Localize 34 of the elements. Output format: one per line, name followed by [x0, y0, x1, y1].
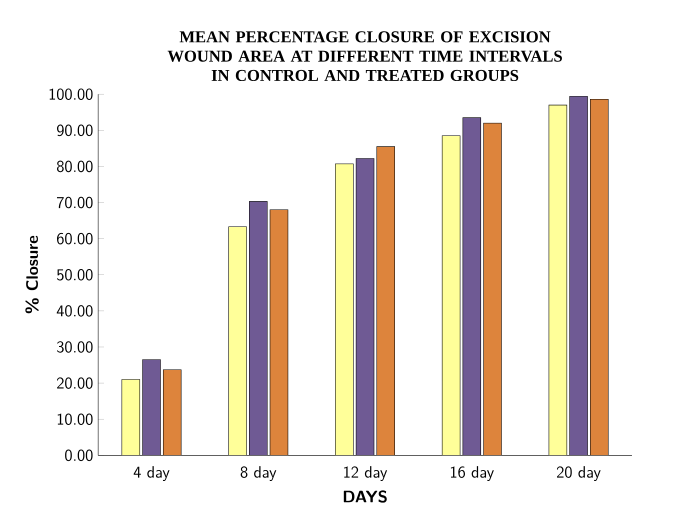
- x-tick-label: 20 day: [556, 466, 601, 481]
- y-tick-label: 90.00: [57, 124, 93, 136]
- bar: [462, 117, 482, 456]
- x-tick-label: 12 day: [344, 466, 388, 481]
- bar: [162, 369, 182, 456]
- bar: [228, 226, 247, 456]
- y-tick-label: 50.00: [56, 268, 93, 280]
- bar: [548, 104, 568, 456]
- y-tick-label: 100.00: [50, 88, 93, 100]
- x-tick-label: 8 day: [240, 466, 276, 481]
- bar: [442, 135, 460, 456]
- bar: [376, 146, 395, 456]
- y-tick-label: 10.00: [58, 413, 93, 425]
- chart-title: MEAN PERCENTAGE CLOSURE OF EXCISION WOUND AREA AT DIFFERENT TIME INTERVALS IN CONTROL AND TREATED GROUPS: [168, 31, 562, 81]
- bar: [335, 164, 354, 456]
- bar: [483, 122, 502, 456]
- bar: [590, 98, 609, 456]
- y-tick-label: 60.00: [57, 232, 93, 244]
- bar: [569, 96, 588, 456]
- y-tick-label: 40.00: [56, 305, 93, 317]
- y-tick-label: 30.00: [56, 341, 93, 353]
- bar: [249, 201, 268, 456]
- x-tick-label: 4 day: [134, 466, 170, 481]
- bar: [356, 158, 374, 456]
- y-tick-label: 20.00: [56, 377, 93, 389]
- bar: [142, 359, 161, 456]
- y-tick-label: 70.00: [56, 196, 93, 208]
- y-tick-label: 0.00: [65, 449, 93, 461]
- bar: [270, 209, 288, 456]
- y-tick-label: 80.00: [56, 160, 93, 172]
- x-axis-title: DAYS: [344, 490, 387, 503]
- x-tick-label: 16 day: [450, 466, 494, 481]
- bar: [122, 379, 140, 456]
- y-axis-title: % Closure: [25, 236, 39, 314]
